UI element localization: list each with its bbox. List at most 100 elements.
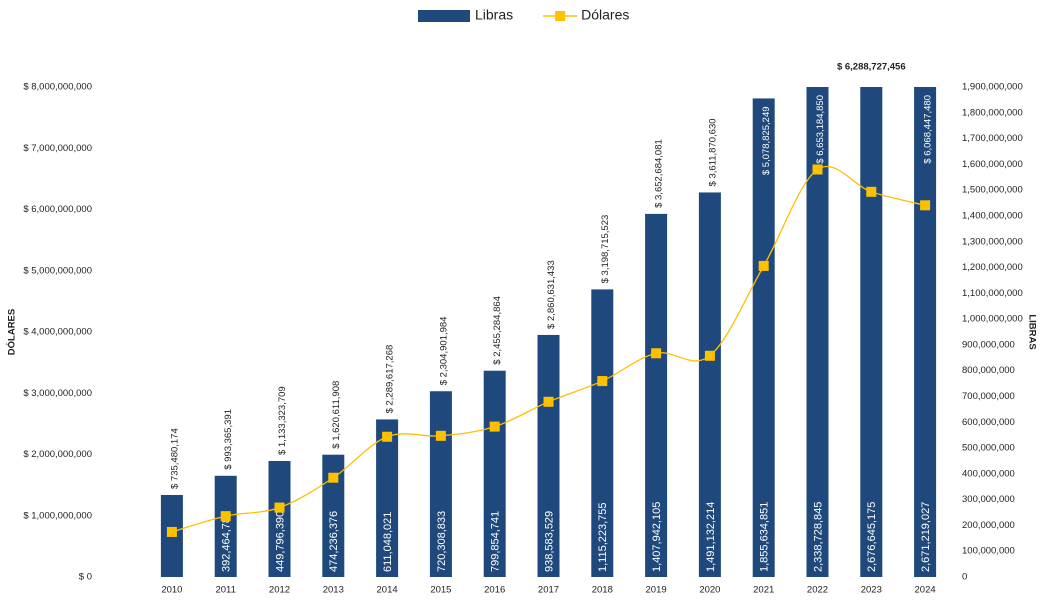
line-marker [274,502,285,513]
y-tick-label: $ 5,000,000,000 [23,265,92,276]
y-tick-label: $ 2,000,000,000 [23,449,92,460]
line-value-label: $ 1,133,323,709 [277,386,288,455]
y-tick-label: $ 1,000,000,000 [23,510,92,521]
y2-tick-label: 1,300,000,000 [962,236,1023,247]
y2-tick-label: 1,900,000,000 [962,82,1023,93]
y-tick-label: $ 6,000,000,000 [23,204,92,215]
legend-swatch [418,10,470,22]
line-marker [543,396,554,407]
legend-label: Dólares [581,7,629,23]
y2-tick-label: 1,500,000,000 [962,185,1023,196]
y2-tick-label: 100,000,000 [962,546,1015,557]
bar-value-label: 938,583,529 [543,511,555,572]
x-tick-label: 2019 [646,585,667,596]
x-tick-label: 2012 [269,585,290,596]
bar [376,419,399,577]
bar [537,334,560,577]
bar-value-label: 1,491,132,214 [705,502,717,572]
y2-tick-label: 1,800,000,000 [962,107,1023,118]
bar [645,213,668,577]
line-value-label: $ 3,611,870,630 [707,118,718,186]
x-tick-label: 2014 [377,585,398,596]
y-tick-label: $ 4,000,000,000 [23,327,92,338]
bar-value-label: 1,855,634,851 [759,502,771,572]
bar-value-label: 799,854,741 [490,511,502,572]
line-value-label: $ 1,620,611,908 [331,381,342,449]
bar [483,370,506,577]
bar [914,87,937,577]
y2-tick-label: 800,000,000 [962,365,1015,376]
line-value-label: $ 993,365,391 [223,409,234,470]
line-value-label: $ 3,652,684,081 [654,139,665,208]
x-tick-label: 2024 [915,585,936,596]
line-marker [489,421,500,432]
y2-tick-label: 1,000,000,000 [962,314,1023,325]
line-value-label: $ 2,289,617,268 [385,345,396,414]
line-marker [328,472,339,483]
line-marker [812,164,823,175]
y-tick-label: $ 0 [79,572,92,583]
line-marker [220,511,231,522]
line-marker [597,376,608,387]
legend-swatch [555,11,566,21]
line-value-label: $ 2,455,284,864 [492,296,503,365]
y2-tick-label: 1,600,000,000 [962,159,1023,170]
y-tick-label: $ 3,000,000,000 [23,388,92,399]
bar-value-label: 2,338,728,845 [812,502,824,572]
y2-tick-label: 1,200,000,000 [962,262,1023,273]
bar [860,87,883,578]
x-tick-label: 2020 [699,585,720,596]
x-tick-label: 2017 [538,585,559,596]
line-value-label: $ 5,078,825,249 [761,106,772,175]
y2-axis-title: LIBRAS [1026,314,1037,349]
bar-value-label: 1,407,942,105 [651,502,663,572]
bar [322,454,345,577]
bar-value-label: 2,676,645,175 [866,502,878,572]
bar-value-label: 449,796,390 [274,511,286,572]
line [171,165,926,533]
x-tick-label: 2013 [323,585,344,596]
bar-value-label: 720,308,833 [436,511,448,572]
x-tick-label: 2010 [161,585,182,596]
line-value-label: $ 2,860,631,433 [546,260,557,329]
y2-tick-label: 600,000,000 [962,417,1015,428]
y2-tick-label: 1,400,000,000 [962,210,1023,221]
line-value-label: $ 6,068,447,480 [923,95,934,164]
bars [160,87,937,578]
y2-tick-label: 300,000,000 [962,494,1015,505]
bar [268,460,291,577]
y2-tick-label: 400,000,000 [962,468,1015,479]
bar-value-label: 392,464,787 [221,511,233,572]
line-value-label: $ 735,480,174 [169,428,180,489]
bar-value-label: 1,115,223,755 [597,502,609,572]
x-tick-label: 2011 [215,585,235,596]
x-tick-label: 2022 [807,585,828,596]
y-tick-label: $ 7,000,000,000 [23,143,92,154]
y2-tick-label: 1,100,000,000 [962,288,1023,299]
bar-value-label: 611,048,021 [382,512,394,572]
line-marker [866,186,877,197]
bar [591,289,614,577]
line-marker [758,260,769,271]
y2-tick-label: 1,700,000,000 [962,133,1023,144]
line-value-label: $ 3,198,715,523 [600,215,611,284]
legend-label: Libras [475,7,513,23]
line-value-label: $ 6,653,184,850 [815,95,826,164]
bar [806,87,829,578]
y2-tick-label: 200,000,000 [962,520,1015,531]
line-marker [382,431,393,442]
bar-value-label: 474,236,376 [328,511,340,572]
y2-tick-label: 900,000,000 [962,339,1015,350]
line-marker [166,526,177,537]
y2-tick-label: 0 [962,572,967,583]
line-marker [651,348,662,359]
y-tick-label: $ 8,000,000,000 [23,82,92,93]
x-tick-label: 2015 [430,585,451,596]
y2-tick-label: 700,000,000 [962,391,1015,402]
bar-value-label: 2,671,219,027 [920,502,932,572]
x-tick-label: 2016 [484,585,505,596]
line-marker [704,350,715,361]
bar [698,192,721,577]
bar [429,391,452,577]
x-tick-label: 2021 [753,585,774,596]
